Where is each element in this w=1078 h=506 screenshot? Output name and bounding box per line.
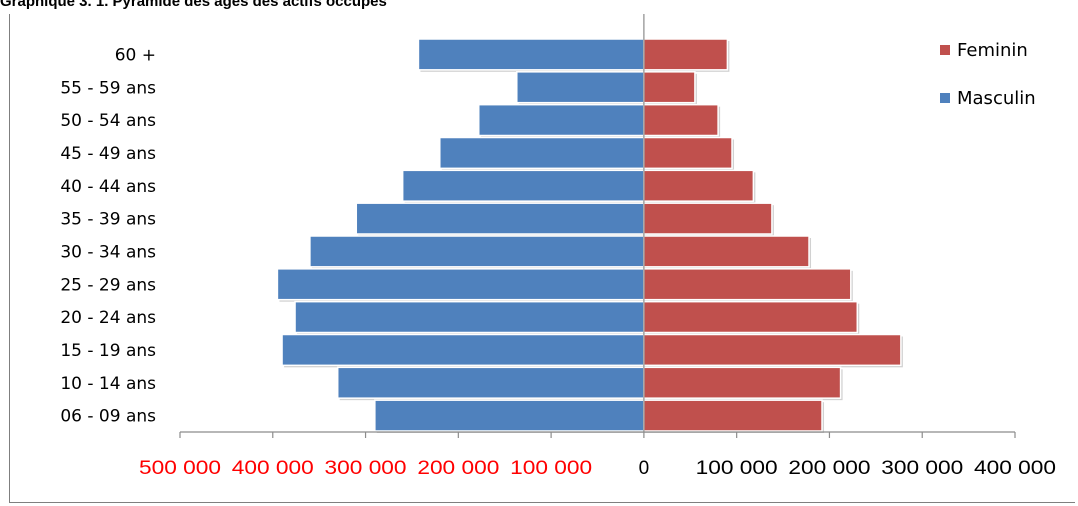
x-tick-label: 100 000 [510, 458, 592, 479]
category-label: 35 - 39 ans [60, 210, 156, 230]
x-tick-label: 300 000 [325, 458, 407, 479]
x-tick-label: 400 000 [974, 458, 1056, 479]
x-tick-label: 0 [639, 458, 650, 479]
x-tick-label: 100 000 [696, 458, 778, 479]
bar-feminin-9 [643, 333, 902, 367]
bar-masculin-0 [417, 38, 645, 71]
bar-masculin-6 [309, 235, 645, 268]
bar-masculin-11 [374, 399, 645, 432]
bar-feminin-3 [643, 136, 733, 170]
category-label: 15 - 19 ans [60, 341, 156, 361]
category-label: 10 - 14 ans [60, 374, 156, 394]
bar-feminin-7 [643, 268, 852, 301]
bar-masculin-3 [439, 136, 645, 170]
bar-feminin-4 [643, 169, 755, 202]
bar-masculin-9 [281, 333, 645, 367]
category-label: 06 - 09 ans [60, 407, 156, 427]
category-label: 40 - 44 ans [60, 177, 156, 197]
category-label: 45 - 49 ans [60, 144, 156, 164]
category-label: 30 - 34 ans [60, 242, 156, 262]
bar-masculin-8 [294, 300, 645, 334]
bar-masculin-7 [276, 268, 645, 301]
bar-feminin-10 [643, 366, 842, 399]
bar-feminin-8 [643, 300, 859, 334]
chart-frame [9, 14, 1075, 503]
bar-masculin-4 [401, 169, 645, 202]
x-tick-label: 200 000 [417, 458, 499, 479]
bar-feminin-6 [643, 235, 810, 268]
category-label: 50 - 54 ans [60, 111, 156, 131]
legend-label-masculin: Masculin [957, 88, 1036, 109]
legend-swatch-masculin [940, 93, 950, 103]
x-tick-label: 300 000 [881, 458, 963, 479]
x-tick-label: 400 000 [232, 458, 314, 479]
category-label: 55 - 59 ans [60, 78, 156, 98]
bar-masculin-2 [477, 103, 645, 137]
bar-feminin-11 [643, 399, 823, 432]
bar-masculin-1 [516, 71, 645, 104]
legend-label-feminin: Feminin [957, 40, 1028, 61]
legend-swatch-feminin [940, 45, 950, 55]
category-label: 60 + [115, 45, 156, 65]
x-tick-label: 200 000 [788, 458, 870, 479]
bar-feminin-5 [643, 202, 773, 235]
bar-feminin-1 [643, 71, 696, 104]
bar-feminin-0 [643, 38, 729, 71]
bar-masculin-10 [336, 366, 645, 399]
category-label: 25 - 29 ans [60, 275, 156, 295]
category-label: 20 - 24 ans [60, 308, 156, 328]
x-tick-label: 500 000 [139, 458, 221, 479]
chart-caption: Graphique 3. 1. Pyramide des âges des ac… [0, 0, 387, 10]
bar-feminin-2 [643, 103, 719, 137]
bar-masculin-5 [355, 202, 645, 235]
